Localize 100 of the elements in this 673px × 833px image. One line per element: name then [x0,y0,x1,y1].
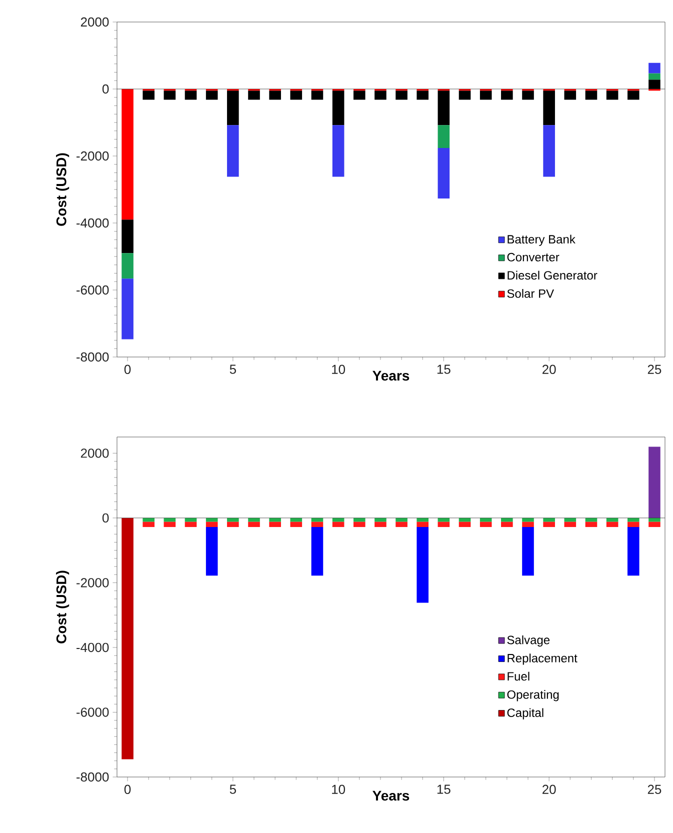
bar [122,89,134,220]
bar [269,522,281,528]
bar [648,446,660,518]
x-tick-label: 20 [542,784,556,794]
y-tick-label: 0 [102,513,109,523]
bar [332,90,344,126]
bar [648,518,660,522]
bar [142,518,155,522]
bar [184,522,197,528]
bar [396,518,408,522]
bar [311,522,324,528]
bar [522,518,534,522]
bar [564,522,576,528]
x-tick-label: 5 [230,364,236,374]
bar [332,125,344,177]
bar [122,518,134,760]
bar [543,125,555,177]
bar [374,90,386,100]
bar [416,90,429,100]
y-tick-label: -8000 [76,352,109,362]
bar [416,522,429,528]
x-tick-label: 0 [124,364,131,374]
y-tick-label: 2000 [80,17,109,27]
y-axis-title: Cost (USD) [56,570,70,644]
bar [627,522,640,528]
legend-label: Converter [507,252,560,262]
bar [206,522,218,528]
y-tick-label: -8000 [76,772,109,782]
x-tick-label: 25 [648,364,662,374]
bar [480,522,492,528]
bar [522,527,534,576]
bar [522,90,534,100]
y-axis-title: Cost (USD) [56,153,70,226]
bar [648,62,660,74]
x-tick-label: 15 [437,364,450,374]
bar [122,220,134,254]
bar [374,522,386,528]
bar [353,518,366,522]
y-tick-label: -4000 [76,642,109,652]
bar [501,90,513,100]
bar [648,80,660,89]
x-tick-label: 15 [437,784,450,794]
bar [606,90,618,100]
bar [332,522,344,528]
bar [543,90,555,126]
bar [311,90,324,100]
bar [396,90,408,100]
bar [184,90,197,100]
bar [627,518,640,522]
bar [543,518,555,522]
bar [353,90,366,100]
bar [269,518,281,522]
legend-label: Solar PV [507,289,554,298]
bar [142,522,155,528]
bar [227,90,239,126]
bar [564,90,576,100]
bar [585,522,598,528]
x-tick-label: 10 [332,364,346,374]
x-axis-title: Years [372,790,410,801]
x-tick-label: 0 [124,784,131,794]
bar [438,148,450,199]
bar [248,518,260,522]
bar [248,522,260,528]
x-tick-label: 5 [230,784,236,794]
bar [627,527,640,576]
bar [290,90,302,100]
bar [606,522,618,528]
bar [353,522,366,528]
bar [206,90,218,100]
bar [396,522,408,528]
bar [416,527,429,603]
bar [122,278,134,340]
bar [142,90,155,100]
bar [480,90,492,100]
bar [206,527,218,576]
legend-label: Operating [507,690,559,702]
bar [458,522,471,528]
legend-label: Battery Bank [508,234,576,246]
y-tick-label: 2000 [80,448,109,458]
bar [648,522,660,528]
legend-label: Diesel Generator [508,270,598,280]
bar [648,73,660,80]
bar [438,90,450,126]
bar [501,518,513,522]
bar [311,527,324,576]
x-tick-label: 20 [542,364,556,374]
y-tick-label: -2000 [76,151,109,161]
legend-label: Replacement [508,654,578,665]
bar [290,522,302,528]
bar [227,518,239,522]
bar [374,518,386,522]
y-tick-label: -6000 [76,708,109,717]
bar [438,125,450,148]
bar [164,90,176,100]
legend-label: Salvage [507,635,550,647]
y-tick-label: -4000 [76,218,109,228]
y-tick-label: -2000 [76,578,109,588]
bar [227,522,239,528]
bar [501,522,513,528]
bar [269,90,281,100]
